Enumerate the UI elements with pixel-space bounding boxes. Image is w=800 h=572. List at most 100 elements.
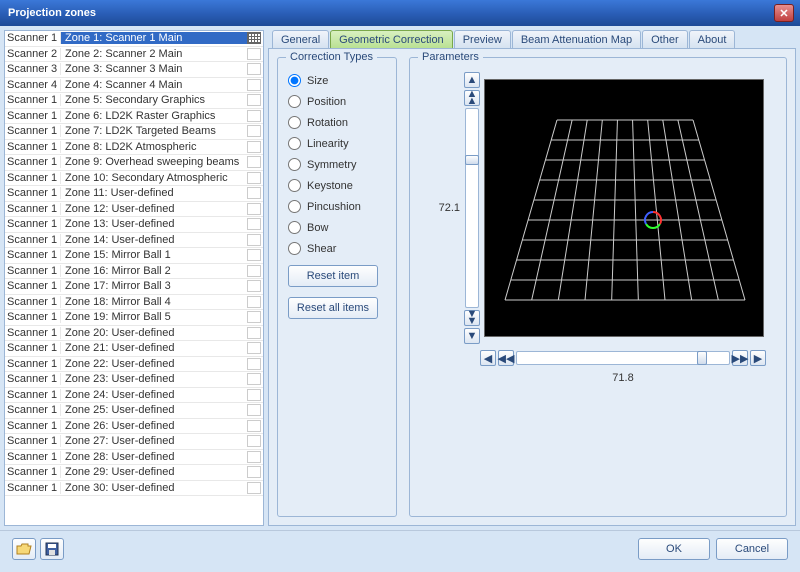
radio-input[interactable] (288, 74, 301, 87)
zone-row[interactable]: Scanner 1Zone 5: Secondary Graphics (5, 93, 263, 109)
zone-name-label: Zone 18: Mirror Ball 4 (61, 296, 247, 308)
horizontal-slider[interactable] (516, 351, 730, 365)
correction-radio-bow[interactable]: Bow (288, 221, 386, 234)
cancel-button[interactable]: Cancel (716, 538, 788, 560)
v-fast-up-button[interactable]: ▲▲ (464, 90, 480, 106)
radio-input[interactable] (288, 116, 301, 129)
zone-row[interactable]: Scanner 2Zone 2: Scanner 2 Main (5, 47, 263, 63)
tab-other[interactable]: Other (642, 30, 688, 49)
zone-row[interactable]: Scanner 1Zone 11: User-defined (5, 186, 263, 202)
horizontal-slider-thumb[interactable] (697, 351, 707, 365)
triangle-right-icon: ▶ (754, 352, 762, 365)
zone-row[interactable]: Scanner 1Zone 7: LD2K Targeted Beams (5, 124, 263, 140)
zone-row[interactable]: Scanner 1Zone 13: User-defined (5, 217, 263, 233)
tab-preview[interactable]: Preview (454, 30, 511, 49)
h-left-button[interactable]: ◀ (480, 350, 496, 366)
correction-radio-shear[interactable]: Shear (288, 242, 386, 255)
correction-radio-symmetry[interactable]: Symmetry (288, 158, 386, 171)
correction-radio-keystone[interactable]: Keystone (288, 179, 386, 192)
zone-row[interactable]: Scanner 4Zone 4: Scanner 4 Main (5, 78, 263, 94)
zone-row[interactable]: Scanner 1Zone 24: User-defined (5, 388, 263, 404)
radio-input[interactable] (288, 200, 301, 213)
correction-radio-pincushion[interactable]: Pincushion (288, 200, 386, 213)
tab-general[interactable]: General (272, 30, 329, 49)
zone-name-label: Zone 6: LD2K Raster Graphics (61, 110, 247, 122)
zone-row[interactable]: Scanner 1Zone 30: User-defined (5, 481, 263, 497)
radio-input[interactable] (288, 95, 301, 108)
tab-geometric-correction[interactable]: Geometric Correction (330, 30, 453, 49)
zone-row[interactable]: Scanner 1Zone 9: Overhead sweeping beams (5, 155, 263, 171)
zone-row[interactable]: Scanner 1Zone 14: User-defined (5, 233, 263, 249)
double-triangle-left-icon: ◀◀ (498, 352, 515, 365)
zone-row[interactable]: Scanner 1Zone 17: Mirror Ball 3 (5, 279, 263, 295)
zone-row[interactable]: Scanner 1Zone 19: Mirror Ball 5 (5, 310, 263, 326)
zone-row[interactable]: Scanner 1Zone 6: LD2K Raster Graphics (5, 109, 263, 125)
zone-row[interactable]: Scanner 1Zone 12: User-defined (5, 202, 263, 218)
zone-row[interactable]: Scanner 1Zone 8: LD2K Atmospheric (5, 140, 263, 156)
vertical-slider[interactable] (465, 108, 479, 308)
zone-row[interactable]: Scanner 1Zone 29: User-defined (5, 465, 263, 481)
h-fast-left-button[interactable]: ◀◀ (498, 350, 514, 366)
zone-scanner-label: Scanner 1 (5, 358, 61, 370)
radio-input[interactable] (288, 137, 301, 150)
zone-row[interactable]: Scanner 1Zone 16: Mirror Ball 2 (5, 264, 263, 280)
zone-scanner-label: Scanner 1 (5, 420, 61, 432)
h-right-button[interactable]: ▶ (750, 350, 766, 366)
correction-radio-position[interactable]: Position (288, 95, 386, 108)
zone-row[interactable]: Scanner 1Zone 10: Secondary Atmospheric (5, 171, 263, 187)
zone-name-label: Zone 28: User-defined (61, 451, 247, 463)
correction-radio-linearity[interactable]: Linearity (288, 137, 386, 150)
radio-label: Size (307, 75, 328, 87)
zone-row[interactable]: Scanner 1Zone 22: User-defined (5, 357, 263, 373)
radio-input[interactable] (288, 179, 301, 192)
vertical-slider-thumb[interactable] (465, 155, 479, 165)
zone-row[interactable]: Scanner 1Zone 27: User-defined (5, 434, 263, 450)
zone-row[interactable]: Scanner 1Zone 28: User-defined (5, 450, 263, 466)
zone-row[interactable]: Scanner 1Zone 15: Mirror Ball 1 (5, 248, 263, 264)
radio-input[interactable] (288, 242, 301, 255)
correction-radio-size[interactable]: Size (288, 74, 386, 87)
zone-row[interactable]: Scanner 1Zone 25: User-defined (5, 403, 263, 419)
zone-name-label: Zone 9: Overhead sweeping beams (61, 156, 247, 168)
zone-scanner-label: Scanner 1 (5, 94, 61, 106)
tab-content: Correction Types SizePositionRotationLin… (268, 48, 796, 526)
reset-item-button[interactable]: Reset item (288, 265, 378, 287)
double-triangle-down-icon: ▼▼ (467, 311, 478, 325)
reset-all-button[interactable]: Reset all items (288, 297, 378, 319)
v-up-button[interactable]: ▲ (464, 72, 480, 88)
zone-grid-icon (247, 156, 261, 168)
ok-button[interactable]: OK (638, 538, 710, 560)
main-area: Scanner 1Zone 1: Scanner 1 MainScanner 2… (0, 26, 800, 530)
double-triangle-up-icon: ▲▲ (467, 91, 478, 105)
zone-row[interactable]: Scanner 1Zone 20: User-defined (5, 326, 263, 342)
zone-row[interactable]: Scanner 3Zone 3: Scanner 3 Main (5, 62, 263, 78)
save-file-button[interactable] (40, 538, 64, 560)
correction-radio-rotation[interactable]: Rotation (288, 116, 386, 129)
v-fast-down-button[interactable]: ▼▼ (464, 310, 480, 326)
zone-row[interactable]: Scanner 1Zone 23: User-defined (5, 372, 263, 388)
zone-name-label: Zone 27: User-defined (61, 435, 247, 447)
zone-scanner-label: Scanner 1 (5, 435, 61, 447)
zone-grid-icon (247, 420, 261, 432)
footer: OK Cancel (0, 530, 800, 566)
tabstrip: GeneralGeometric CorrectionPreviewBeam A… (268, 30, 796, 49)
zone-row[interactable]: Scanner 1Zone 21: User-defined (5, 341, 263, 357)
zone-row[interactable]: Scanner 1Zone 1: Scanner 1 Main (5, 31, 263, 47)
zone-grid-icon (247, 172, 261, 184)
zone-grid-icon (247, 466, 261, 478)
triangle-left-icon: ◀ (484, 352, 492, 365)
radio-input[interactable] (288, 158, 301, 171)
tab-beam-attenuation-map[interactable]: Beam Attenuation Map (512, 30, 641, 49)
zone-row[interactable]: Scanner 1Zone 26: User-defined (5, 419, 263, 435)
zone-row[interactable]: Scanner 1Zone 18: Mirror Ball 4 (5, 295, 263, 311)
tab-about[interactable]: About (689, 30, 736, 49)
close-button[interactable]: ✕ (774, 4, 794, 22)
zone-list[interactable]: Scanner 1Zone 1: Scanner 1 MainScanner 2… (4, 30, 264, 526)
h-fast-right-button[interactable]: ▶▶ (732, 350, 748, 366)
zone-grid-icon (247, 342, 261, 354)
vertical-value-label: 72.1 (432, 202, 460, 214)
v-down-button[interactable]: ▼ (464, 328, 480, 344)
zone-grid-icon (247, 141, 261, 153)
radio-input[interactable] (288, 221, 301, 234)
open-file-button[interactable] (12, 538, 36, 560)
